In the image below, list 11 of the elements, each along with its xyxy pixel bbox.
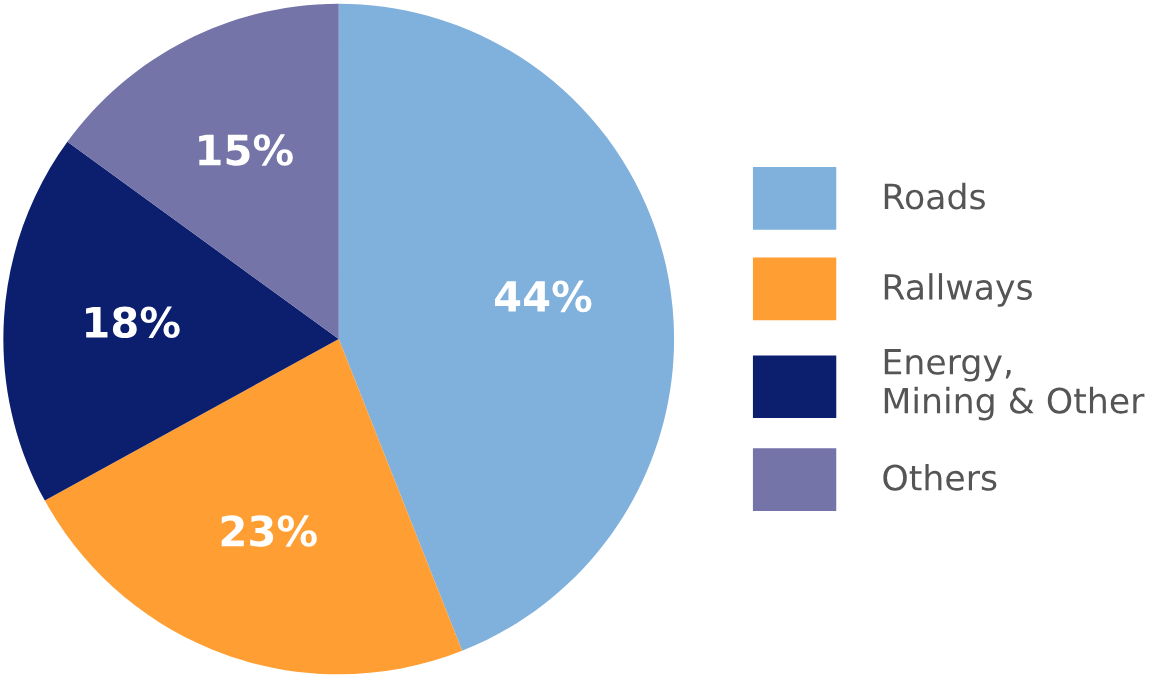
- legend-label: Rallways: [884, 273, 1032, 307]
- legend-label: Others: [883, 463, 997, 491]
- pie-slice: [338, 3, 675, 651]
- legend-label: Roads: [884, 182, 985, 210]
- data-label: 15%: [199, 134, 293, 166]
- data-label: 18%: [86, 306, 180, 339]
- data-label: 44%: [494, 280, 592, 313]
- data-label: 23%: [221, 515, 317, 547]
- pie-slice: [67, 3, 339, 339]
- pie-slice: [44, 339, 463, 675]
- legend-label: Energy, Mining & Other: [884, 349, 1145, 421]
